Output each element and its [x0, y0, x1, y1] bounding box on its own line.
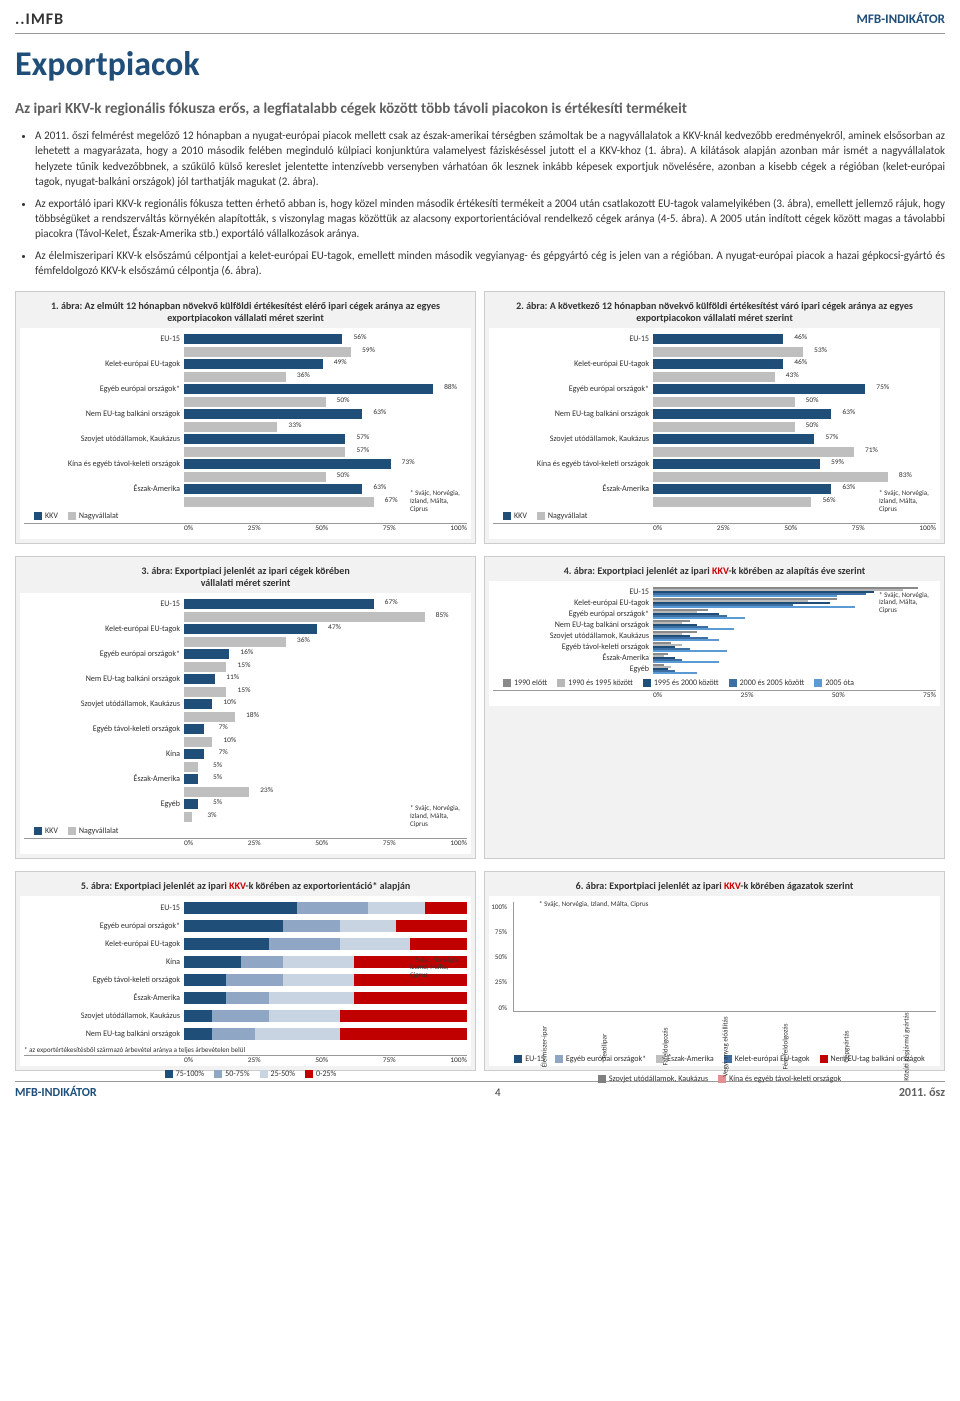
- chart-4: 4. ábra: Exportpiaci jelenlét az ipari K…: [484, 556, 945, 859]
- page-subtitle: Az ipari KKV-k regionális fókusza erős, …: [15, 100, 945, 118]
- bar-label: EU-15: [24, 599, 184, 609]
- bar-label: Nem EU-tag balkáni országok: [493, 409, 653, 419]
- bar-label: Szovjet utódállamok, Kaukázus: [24, 699, 184, 709]
- bar-label: Nem EU-tag balkáni országok: [24, 409, 184, 419]
- bar-label: Kína: [24, 749, 184, 759]
- bar-label: Szovjet utódállamok, Kaukázus: [24, 434, 184, 444]
- chart-1-title: 1. ábra: Az elmúlt 12 hónapban növekvő k…: [20, 296, 471, 328]
- chart-1: 1. ábra: Az elmúlt 12 hónapban növekvő k…: [15, 291, 476, 544]
- page-title: Exportpiacok: [15, 44, 945, 85]
- bar-label: Egyéb: [24, 799, 184, 809]
- bullet-3: Az élelmiszeripari KKV-k elsőszámú célpo…: [35, 248, 945, 279]
- bar-label: Egyéb európai országok*: [24, 384, 184, 394]
- logo: MFB: [15, 10, 64, 29]
- page-number: 4: [97, 1086, 899, 1100]
- bullet-1: A 2011. őszi felmérést megelőző 12 hónap…: [35, 128, 945, 190]
- bar-label: Egyéb távol-keleti országok: [24, 724, 184, 734]
- chart-3-title: 3. ábra: Exportpiaci jelenlét az ipari c…: [20, 561, 471, 593]
- bar-label: Észak-Amerika: [24, 774, 184, 784]
- bar-label: Kelet-európai EU-tagok: [24, 624, 184, 634]
- bar-label: Észak-Amerika: [493, 484, 653, 494]
- chart-5: 5. ábra: Exportpiaci jelenlét az ipari K…: [15, 871, 476, 1071]
- chart-6-title: 6. ábra: Exportpiaci jelenlét az ipari K…: [489, 876, 940, 896]
- chart-2: 2. ábra: A következő 12 hónapban növekvő…: [484, 291, 945, 544]
- bar-label: EU-15: [493, 334, 653, 344]
- footer-right: 2011. ősz: [899, 1086, 945, 1100]
- bar-label: Egyéb európai országok*: [24, 649, 184, 659]
- bar-label: Kína és egyéb távol-keleti országok: [493, 459, 653, 469]
- bar-label: Kelet-európai EU-tagok: [493, 359, 653, 369]
- header-brand: MFB-INDIKÁTOR: [857, 12, 945, 27]
- bar-label: EU-15: [24, 334, 184, 344]
- bullet-2: Az exportáló ipari KKV-k regionális fóku…: [35, 196, 945, 242]
- bar-label: Egyéb európai országok*: [493, 384, 653, 394]
- bar-label: Szovjet utódállamok, Kaukázus: [493, 434, 653, 444]
- chart-6: 6. ábra: Exportpiaci jelenlét az ipari K…: [484, 871, 945, 1071]
- page-header: MFB MFB-INDIKÁTOR: [15, 10, 945, 34]
- bar-label: Kína és egyéb távol-keleti országok: [24, 459, 184, 469]
- bar-label: Kelet-európai EU-tagok: [24, 359, 184, 369]
- body-text: A 2011. őszi felmérést megelőző 12 hónap…: [15, 128, 945, 279]
- chart-2-title: 2. ábra: A következő 12 hónapban növekvő…: [489, 296, 940, 328]
- chart-4-title: 4. ábra: Exportpiaci jelenlét az ipari K…: [489, 561, 940, 581]
- bar-label: Észak-Amerika: [24, 484, 184, 494]
- bar-label: Nem EU-tag balkáni országok: [24, 674, 184, 684]
- chart-5-title: 5. ábra: Exportpiaci jelenlét az ipari K…: [20, 876, 471, 896]
- chart-3: 3. ábra: Exportpiaci jelenlét az ipari c…: [15, 556, 476, 859]
- footer-left: MFB-INDIKÁTOR: [15, 1086, 97, 1100]
